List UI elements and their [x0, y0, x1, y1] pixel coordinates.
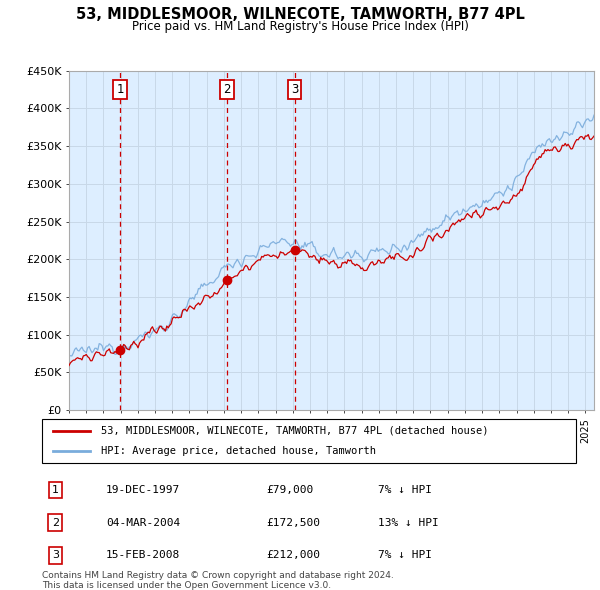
Text: 3: 3	[52, 550, 59, 560]
Text: 19-DEC-1997: 19-DEC-1997	[106, 485, 181, 495]
Text: 1: 1	[52, 485, 59, 495]
Text: 3: 3	[291, 83, 299, 96]
Text: 04-MAR-2004: 04-MAR-2004	[106, 518, 181, 528]
Text: 15-FEB-2008: 15-FEB-2008	[106, 550, 181, 560]
Text: £172,500: £172,500	[266, 518, 320, 528]
Text: 13% ↓ HPI: 13% ↓ HPI	[379, 518, 439, 528]
Text: 1: 1	[116, 83, 124, 96]
FancyBboxPatch shape	[42, 419, 576, 463]
Text: £79,000: £79,000	[266, 485, 314, 495]
Text: This data is licensed under the Open Government Licence v3.0.: This data is licensed under the Open Gov…	[42, 581, 331, 589]
Text: 53, MIDDLESMOOR, WILNECOTE, TAMWORTH, B77 4PL: 53, MIDDLESMOOR, WILNECOTE, TAMWORTH, B7…	[76, 7, 524, 22]
Text: HPI: Average price, detached house, Tamworth: HPI: Average price, detached house, Tamw…	[101, 446, 376, 456]
Text: 2: 2	[52, 518, 59, 528]
Text: 53, MIDDLESMOOR, WILNECOTE, TAMWORTH, B77 4PL (detached house): 53, MIDDLESMOOR, WILNECOTE, TAMWORTH, B7…	[101, 426, 488, 436]
Text: Contains HM Land Registry data © Crown copyright and database right 2024.: Contains HM Land Registry data © Crown c…	[42, 571, 394, 580]
Text: 7% ↓ HPI: 7% ↓ HPI	[379, 485, 433, 495]
Text: 7% ↓ HPI: 7% ↓ HPI	[379, 550, 433, 560]
Text: 2: 2	[223, 83, 230, 96]
Text: Price paid vs. HM Land Registry's House Price Index (HPI): Price paid vs. HM Land Registry's House …	[131, 20, 469, 33]
Text: £212,000: £212,000	[266, 550, 320, 560]
